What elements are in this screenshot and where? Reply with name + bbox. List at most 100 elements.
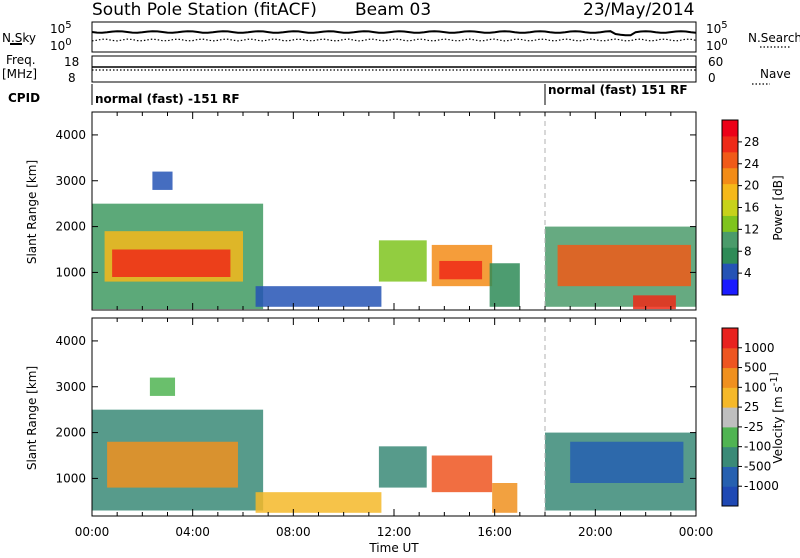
cpid-segment-1: normal (fast) -151 RF	[95, 92, 240, 106]
nave-tick-bottom: 0	[708, 71, 716, 85]
power-yticks: 1000 2000 3000 4000	[55, 128, 696, 279]
freq-panel: Freq. [MHz] Nave 18 8 60 0	[2, 53, 791, 85]
colorbar-block	[722, 135, 738, 153]
freq-label: Freq.	[6, 53, 36, 67]
heatmap-cell	[489, 263, 520, 307]
time-tick-label: 16:00	[477, 525, 512, 539]
colorbar-block	[722, 247, 738, 264]
time-tick-label: 00:00	[75, 525, 110, 539]
colorbar-block	[722, 387, 738, 408]
velocity-colorbar-blocks	[722, 328, 738, 507]
colorbar-block	[722, 120, 738, 137]
velocity-colorbar-label: Velocity [m s-1]	[769, 372, 785, 463]
colorbar-block	[722, 328, 738, 349]
station-title: South Pole Station (fitACF)	[92, 0, 317, 20]
heatmap-cell	[107, 441, 238, 488]
time-tick-label: 20:00	[578, 525, 613, 539]
velocity-ylabel: Slant Range [km]	[25, 366, 39, 470]
heatmap-cell	[570, 441, 684, 483]
colorbar-block	[722, 151, 738, 169]
colorbar-tick-label: 16	[744, 201, 759, 215]
cpid-strip: CPID normal (fast) -151 RF normal (fast)…	[8, 83, 688, 106]
cpid-label: CPID	[8, 91, 40, 105]
time-axis-labels: 00:00 04:00 08:00 12:00 16:00 20:00 00:00	[75, 525, 714, 539]
nave-tick-top: 60	[708, 55, 723, 69]
colorbar-block	[722, 486, 738, 507]
noise-panel: N.Sky N.Search 105 100 105 100	[2, 20, 800, 53]
nsearch-label: N.Search	[748, 31, 800, 45]
y-tick-label: 1000	[55, 471, 86, 485]
velocity-colorbar-frame	[721, 327, 739, 507]
time-axis-title: Time UT	[368, 541, 419, 554]
colorbar-block	[722, 279, 738, 296]
heatmap-cell	[255, 492, 382, 513]
heatmap-cell	[439, 260, 483, 280]
date-title: 23/May/2014	[583, 0, 695, 20]
power-xticks	[91, 112, 697, 310]
cpid-segment-2: normal (fast) 151 RF	[548, 83, 688, 97]
time-tick-label: 12:00	[377, 525, 412, 539]
y-tick-label: 4000	[55, 334, 86, 348]
y-tick-label: 3000	[55, 380, 86, 394]
velocity-colorbar: 1000 500 100 25 -25 -100 -500 -1000 Velocity [m…	[721, 327, 785, 507]
colorbar-tick-label: 24	[744, 157, 759, 171]
y-tick-label: 2000	[55, 220, 86, 234]
heatmap-cell	[557, 244, 691, 287]
colorbar-tick-label: 28	[744, 135, 759, 149]
y-tick-label: 4000	[55, 128, 86, 142]
y-tick-label: 1000	[55, 265, 86, 279]
noise-tick-left-top: 105	[50, 20, 72, 36]
power-heatmap	[92, 171, 696, 310]
noise-search-line	[91, 38, 697, 42]
nave-label: Nave	[760, 67, 791, 81]
colorbar-block	[722, 215, 738, 232]
colorbar-tick-label: -25	[744, 420, 764, 434]
colorbar-block	[722, 167, 738, 185]
colorbar-tick-label: 100	[744, 380, 767, 394]
colorbar-block	[722, 407, 738, 428]
heatmap-cell	[149, 377, 176, 396]
colorbar-tick-label: 1000	[744, 341, 775, 355]
colorbar-tick-label: -100	[744, 440, 771, 454]
heatmap-cell	[112, 249, 231, 277]
colorbar-tick-label: 12	[744, 222, 759, 236]
colorbar-tick-label: 500	[744, 361, 767, 375]
velocity-yticks: 1000 2000 3000 4000	[55, 334, 696, 485]
power-colorbar-blocks	[722, 120, 738, 296]
colorbar-tick-label: 20	[744, 179, 759, 193]
colorbar-block	[722, 466, 738, 487]
noise-panel-frame	[91, 21, 697, 53]
time-tick-label: 00:00	[679, 525, 714, 539]
colorbar-block	[722, 183, 738, 201]
colorbar-block	[722, 347, 738, 369]
velocity-colorbar-ticks: 1000 500 100 25 -25 -100 -500 -1000	[738, 341, 779, 493]
power-colorbar: 4 8 12 16 20 24 28 Power [dB]	[721, 119, 785, 296]
colorbar-tick-label: 25	[744, 400, 759, 414]
beam-title: Beam 03	[355, 0, 431, 20]
freq-panel-frame	[91, 55, 697, 83]
freq-tick-bottom: 8	[68, 71, 76, 85]
colorbar-block	[722, 263, 738, 280]
noise-tick-left-bottom: 100	[50, 37, 72, 53]
noise-tick-right-top: 105	[706, 20, 728, 36]
heatmap-cell	[633, 295, 676, 310]
y-tick-label: 3000	[55, 174, 86, 188]
heatmap-cell	[255, 286, 382, 307]
freq-unit-label: [MHz]	[2, 67, 37, 81]
y-tick-label: 2000	[55, 426, 86, 440]
colorbar-block	[722, 446, 738, 467]
time-tick-label: 08:00	[276, 525, 311, 539]
heatmap-cell	[378, 240, 427, 282]
power-panel: 1000 2000 3000 4000 Slant Range [km]	[25, 111, 697, 311]
noise-sky-line	[91, 30, 697, 37]
heatmap-cell	[152, 171, 173, 190]
velocity-heatmap	[92, 377, 696, 513]
power-ylabel: Slant Range [km]	[25, 160, 39, 264]
power-colorbar-label: Power [dB]	[771, 175, 785, 240]
colorbar-block	[722, 426, 738, 448]
heatmap-cell	[492, 483, 518, 513]
velocity-panel: 1000 2000 3000 4000 Slant Range [km]	[25, 317, 697, 517]
velocity-xticks	[91, 318, 697, 516]
freq-tick-top: 18	[64, 55, 79, 69]
